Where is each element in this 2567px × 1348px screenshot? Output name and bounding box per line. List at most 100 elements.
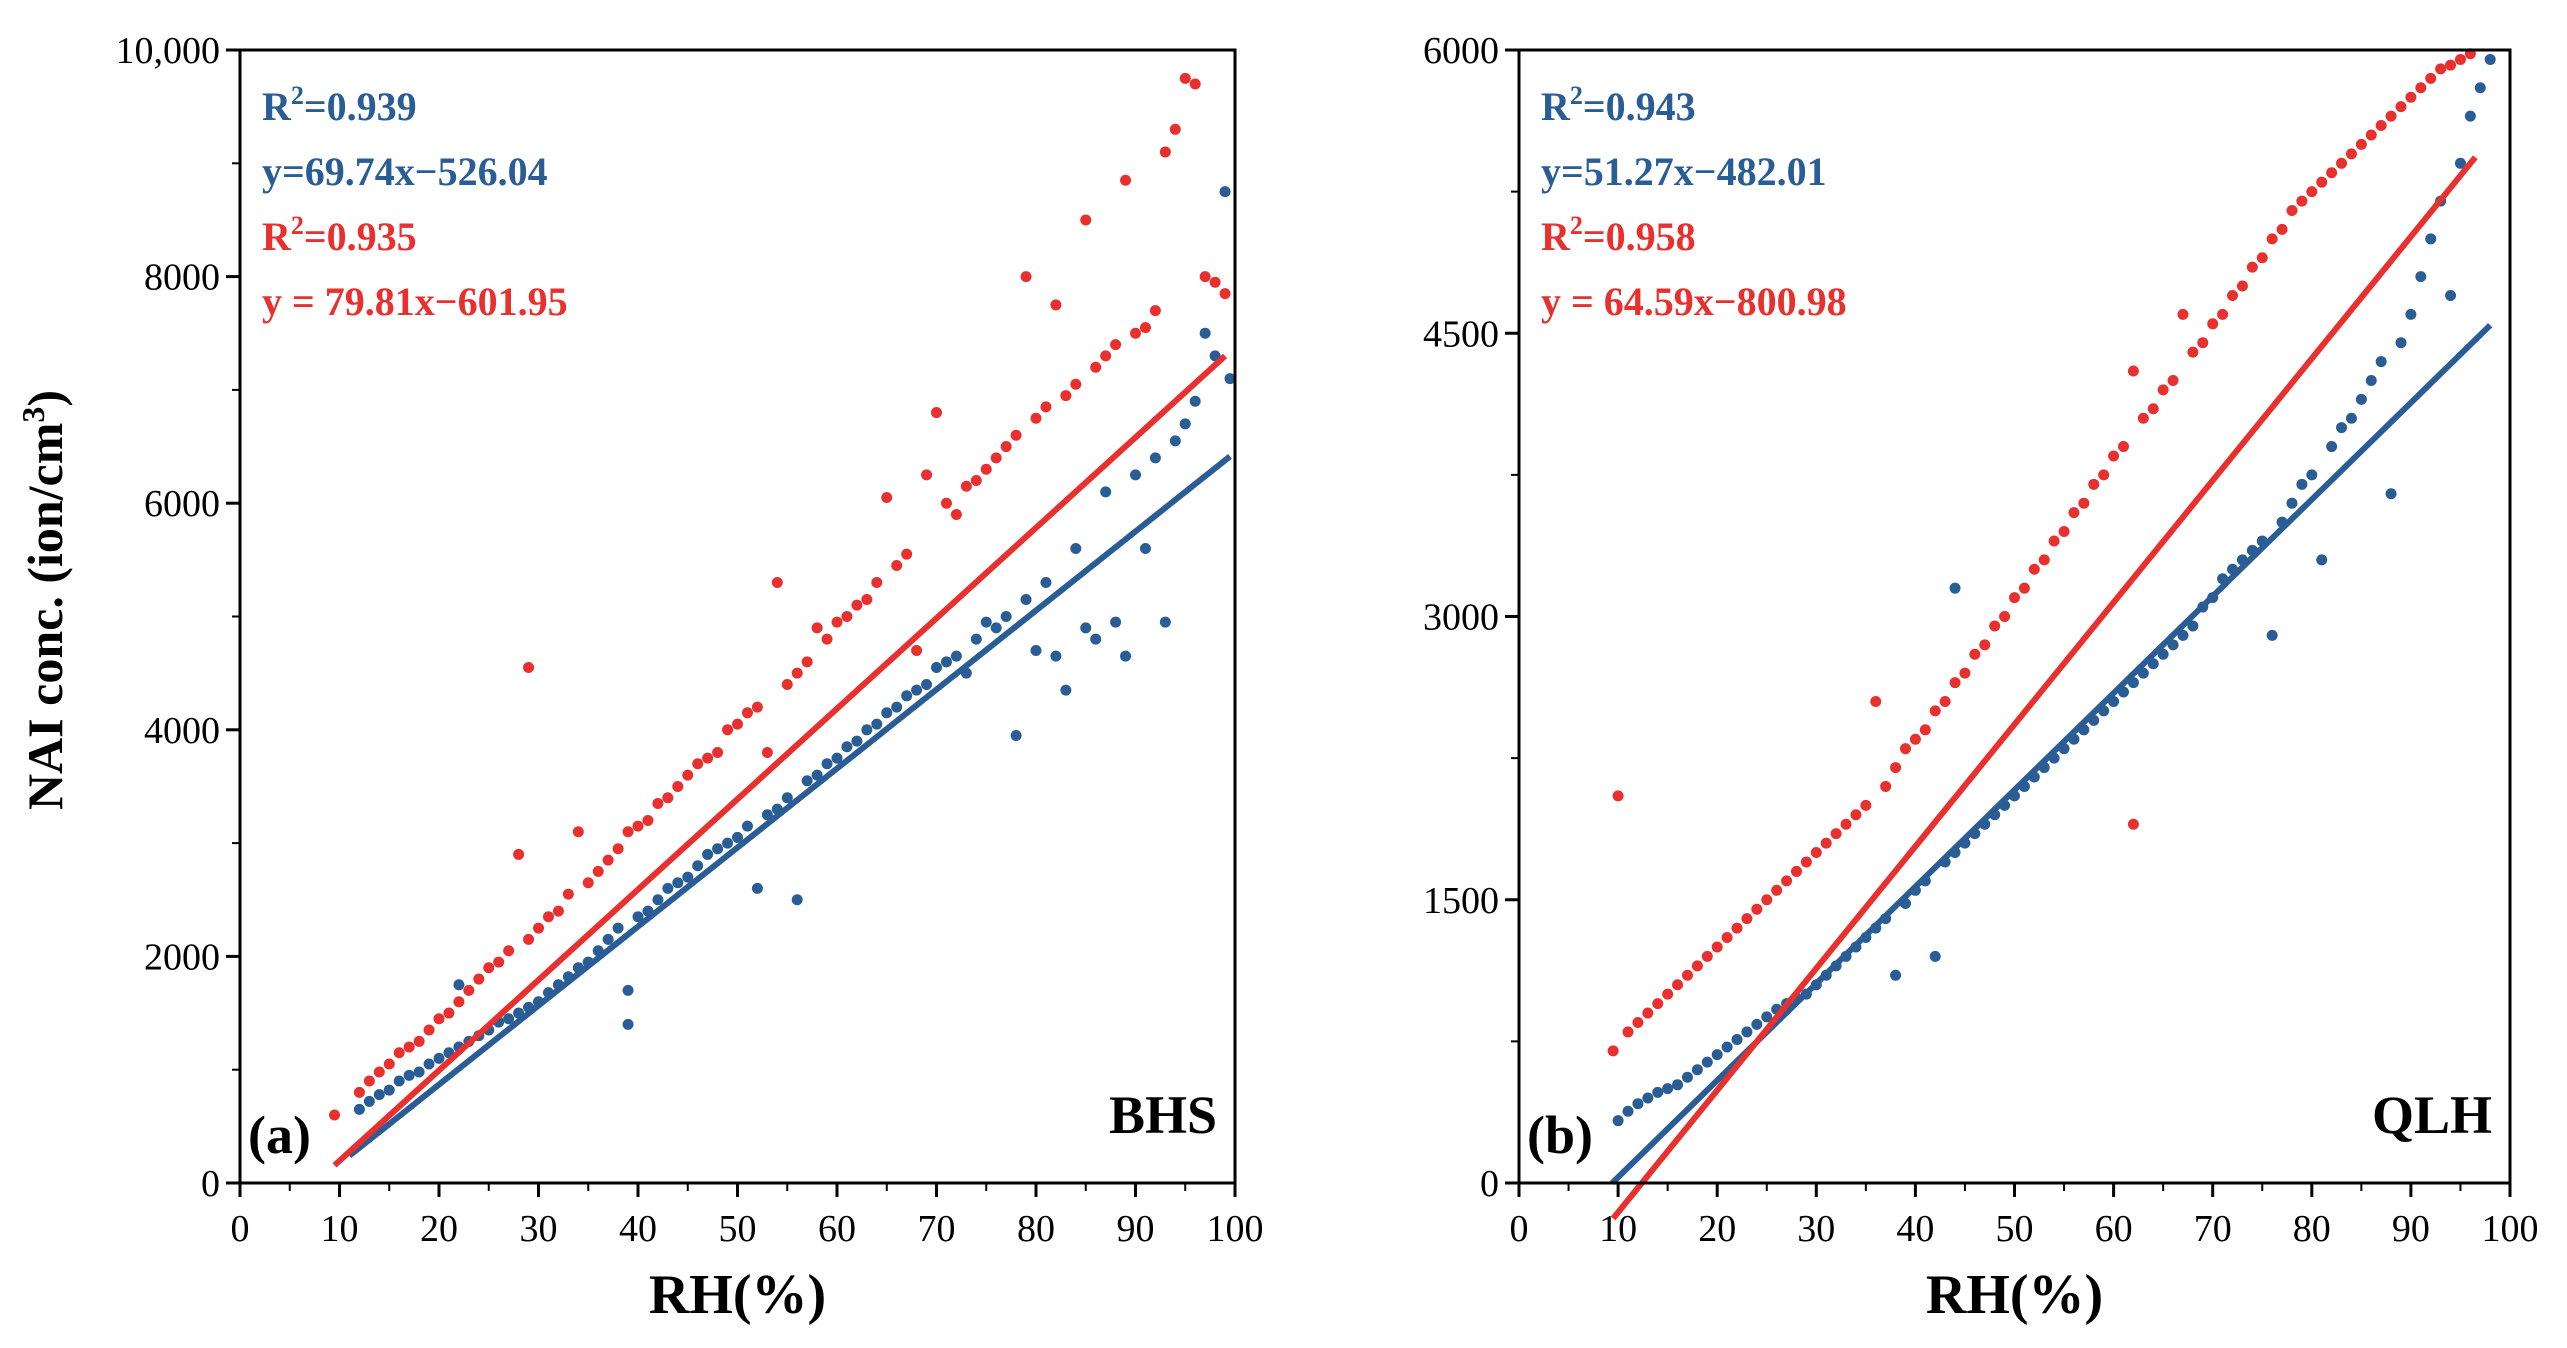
panel-b-blue-point-76 xyxy=(2355,393,2367,405)
panel-b-red-point-34 xyxy=(1939,695,1951,707)
panel-a-blue-point-60 xyxy=(931,661,942,673)
panel-b-blue-point-0 xyxy=(1612,1115,1624,1127)
panel-b-red-point-24 xyxy=(1840,818,1852,830)
panel-a-blue-point-3 xyxy=(383,1084,395,1096)
panel-a-red-point-39 xyxy=(722,724,734,736)
panel-b-x-tick-label-6: 60 xyxy=(2095,1208,2133,1250)
panel-a-blue-point-27 xyxy=(612,922,624,934)
panel-b-blue-point-10 xyxy=(1711,1049,1723,1061)
panel-a-blue-point-0 xyxy=(353,1103,365,1115)
panel-a-red-point-75 xyxy=(1080,214,1092,226)
panel-b-red-point-17 xyxy=(1771,884,1783,896)
panel-a-blue-point-33 xyxy=(662,882,674,894)
panel-b-red-point-64 xyxy=(2227,289,2239,301)
panel-b-red-point-15 xyxy=(1751,903,1763,915)
panel-b-red-point-61 xyxy=(2197,337,2209,349)
panel-b-blue-points xyxy=(1612,53,2496,1127)
panel-a-blue-point-48 xyxy=(811,769,823,781)
panel-b-red-point-55 xyxy=(2137,412,2149,424)
panel-a-red-point-49 xyxy=(821,633,833,645)
panel-a-blue-point-77 xyxy=(1100,486,1112,498)
panel-b-red-point-82 xyxy=(2405,91,2417,103)
panel-a-red-point-19 xyxy=(523,661,535,673)
panel-b-blue-point-71 xyxy=(2306,469,2318,481)
panel-b-red-point-2 xyxy=(1622,1026,1634,1038)
panel-b-blue-point-14 xyxy=(1751,1018,1763,1030)
panel-a-red-point-83 xyxy=(1159,146,1171,158)
panel-a-blue-point-56 xyxy=(891,701,903,713)
panel-a-red-point-3 xyxy=(373,1066,385,1078)
panel-b-x-tick-label-7: 70 xyxy=(2194,1208,2232,1250)
panel-b-red-point-42 xyxy=(2018,582,2030,594)
panel-b-red-point-23 xyxy=(1830,828,1842,840)
panel-b-red-point-12 xyxy=(1721,932,1733,944)
panel-a-red-point-52 xyxy=(851,599,863,611)
panel-b-blue-point-80 xyxy=(2395,337,2407,349)
panel-b-red-point-60 xyxy=(2187,346,2199,358)
panel-a-blue-point-61 xyxy=(940,656,952,668)
panel-a-red-point-63 xyxy=(960,480,972,492)
panel-b-red-point-57 xyxy=(2157,384,2169,396)
panel-b-x-tick-label-1: 10 xyxy=(1599,1208,1637,1250)
panel-a-red-point-0 xyxy=(329,1109,341,1121)
y-axis-label: NAI conc. (ion/cm3) xyxy=(15,390,73,810)
panel-b-blue-point-69 xyxy=(2286,497,2298,509)
panel-a-blue-point-29 xyxy=(622,984,634,996)
panel-a-red-point-60 xyxy=(931,407,942,419)
panel-a-red-point-76 xyxy=(1090,361,1102,373)
panel-b-blue-r2: R2=0.943 xyxy=(1541,81,1696,129)
panel-a-blue-point-72 xyxy=(1050,650,1062,662)
panel-a-red-point-31 xyxy=(642,814,654,826)
panel-b-red-point-0 xyxy=(1607,1045,1619,1057)
panel-b-red-point-28 xyxy=(1880,780,1892,792)
panel-b-red-point-56 xyxy=(2147,403,2159,415)
panel-a-x-tick-label-5: 50 xyxy=(719,1208,757,1250)
panel-b-blue-point-15 xyxy=(1761,1011,1773,1023)
panel-b-red-point-43 xyxy=(2028,563,2040,575)
panel-a-blue-r2: R2=0.939 xyxy=(262,81,417,129)
panel-b-red-point-74 xyxy=(2326,167,2338,179)
panel-b-blue-point-86 xyxy=(2454,157,2466,169)
panel-a-red-point-25 xyxy=(582,877,594,889)
panel-a-site-label: BHS xyxy=(1109,1085,1217,1145)
panel-b-red-point-51 xyxy=(2108,450,2120,462)
panel-b-red-point-67 xyxy=(2256,252,2268,264)
panel-a-blue-point-30 xyxy=(632,911,644,923)
panel-a-blue-point-80 xyxy=(1130,469,1141,481)
panel-b-blue-point-1 xyxy=(1622,1105,1634,1117)
panel-a-blue-point-71 xyxy=(1040,577,1052,589)
panel-a-red-point-37 xyxy=(702,752,714,764)
panel-a-blue-point-84 xyxy=(1169,435,1181,447)
panel-b-red-point-69 xyxy=(2276,223,2288,235)
panel-a-blue-point-83 xyxy=(1159,616,1171,628)
panel-a: 0 10 20 30 40 50 60 70 80 90 100 0 2000 4000 6000 8000… xyxy=(116,30,1264,1326)
panel-a-x-tick-labels: 0 10 20 30 40 50 60 70 80 90 100 xyxy=(231,1208,1264,1250)
panel-a-red-point-20 xyxy=(533,922,544,934)
panel-b-red-point-37 xyxy=(1969,648,1981,660)
panel-a-blue-point-67 xyxy=(1000,611,1012,622)
panel-b-red-point-49 xyxy=(2088,478,2100,490)
panel-b-blue-point-74 xyxy=(2336,422,2348,434)
panel-b-y-tick-label-0: 0 xyxy=(1480,1163,1499,1205)
panel-b-red-point-73 xyxy=(2316,176,2328,188)
panel-b-red-point-13 xyxy=(1731,922,1743,934)
panel-a-blue-point-89 xyxy=(1219,186,1231,198)
panel-b-blue-point-2 xyxy=(1632,1098,1644,1110)
panel-a-y-tick-label-3: 6000 xyxy=(144,483,220,525)
panel-b-red-point-47 xyxy=(2068,507,2080,519)
panel-a-red-point-21 xyxy=(542,911,554,923)
panel-a-blue-point-54 xyxy=(871,718,883,730)
panel-a-red-point-59 xyxy=(921,469,933,481)
panel-b-red-point-3 xyxy=(1632,1016,1644,1028)
panel-a-red-point-43 xyxy=(761,746,773,758)
panel-b-red-point-63 xyxy=(2217,308,2229,320)
panel-b-red-point-38 xyxy=(1979,639,1991,651)
panel-a-red-point-61 xyxy=(940,497,952,509)
panel-a-red-point-46 xyxy=(791,667,803,679)
panel-a-blue-point-57 xyxy=(901,690,913,702)
panel-a-blue-fit-line xyxy=(347,454,1232,1159)
panel-a-blue-point-4 xyxy=(393,1075,405,1087)
panel-a-red-point-88 xyxy=(1209,276,1221,288)
panel-a-red-point-73 xyxy=(1060,390,1072,402)
panel-a-red-point-13 xyxy=(473,973,485,985)
